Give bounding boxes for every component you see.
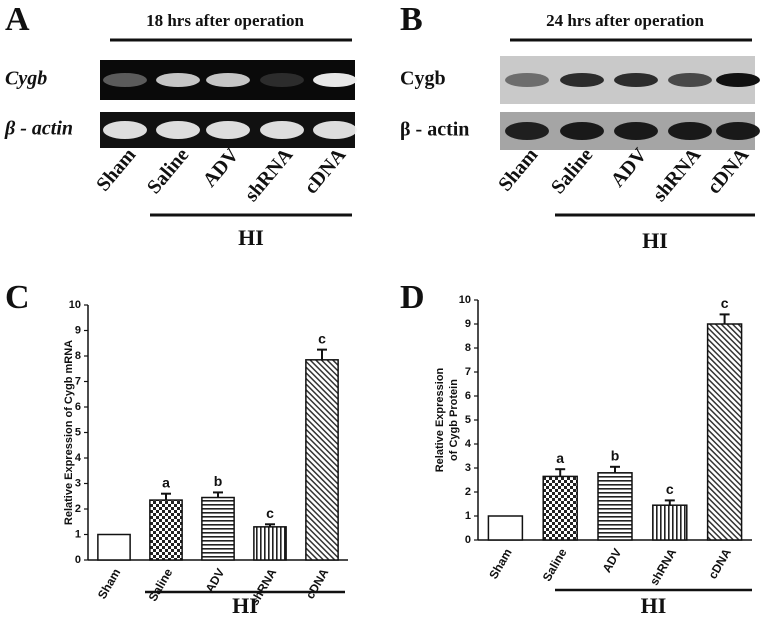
bar xyxy=(305,359,339,561)
significance-label: c xyxy=(721,295,729,311)
bar xyxy=(487,515,524,541)
x-tick-label: cDNA xyxy=(303,566,332,602)
significance-label: c xyxy=(318,330,326,346)
band xyxy=(156,73,200,87)
row-label: Cygb xyxy=(400,68,446,90)
panel-label: D xyxy=(400,279,425,316)
x-tick-label: Sham xyxy=(95,566,123,601)
band xyxy=(103,73,147,87)
y-tick-label: 9 xyxy=(465,318,471,330)
y-tick-label: 4 xyxy=(465,438,472,450)
lane-label: Sham xyxy=(494,144,543,196)
group-label: HI xyxy=(238,225,264,250)
y-tick-label: 0 xyxy=(465,534,471,546)
y-tick-label: 4 xyxy=(75,452,82,464)
x-tick-label: Sham xyxy=(486,546,514,581)
bar xyxy=(149,499,183,561)
y-tick-label: 7 xyxy=(465,366,471,378)
x-tick-label: Saline xyxy=(146,566,176,604)
group-label: HI xyxy=(232,593,258,618)
bar xyxy=(253,526,287,561)
lane-label: Sham xyxy=(92,144,141,196)
band xyxy=(716,73,760,87)
bar xyxy=(597,472,633,541)
y-tick-label: 2 xyxy=(75,503,81,515)
x-tick-label: ADV xyxy=(600,546,625,575)
panel-label: A xyxy=(5,1,30,38)
group-label: HI xyxy=(642,228,668,253)
y-tick-label: 8 xyxy=(75,350,81,362)
lane-label: ADV xyxy=(199,144,244,192)
band xyxy=(313,121,357,139)
y-axis-label: of Cygb Protein xyxy=(448,379,460,461)
y-tick-label: 10 xyxy=(69,299,81,311)
lane-label: cDNA xyxy=(300,144,351,199)
y-tick-label: 0 xyxy=(75,554,81,566)
lane-label: Saline xyxy=(143,144,194,198)
x-tick-label: ADV xyxy=(203,566,228,595)
lane-label: Saline xyxy=(547,144,598,198)
bar xyxy=(652,504,688,541)
significance-label: b xyxy=(214,473,223,489)
lane-label: cDNA xyxy=(703,144,754,199)
x-tick-label: cDNA xyxy=(705,546,734,582)
y-tick-label: 8 xyxy=(465,342,471,354)
significance-label: a xyxy=(162,474,170,490)
bar xyxy=(97,533,131,561)
y-tick-label: 6 xyxy=(465,390,471,402)
significance-label: c xyxy=(266,505,274,521)
y-tick-label: 5 xyxy=(465,414,471,426)
band xyxy=(560,73,604,87)
band xyxy=(313,73,357,87)
y-tick-label: 9 xyxy=(75,324,81,336)
band xyxy=(668,73,712,87)
significance-label: c xyxy=(666,481,674,497)
y-tick-label: 1 xyxy=(75,528,81,540)
x-tick-label: shRNA xyxy=(647,546,679,588)
bar xyxy=(201,496,235,561)
y-tick-label: 6 xyxy=(75,401,81,413)
y-axis-label: Relative Expression xyxy=(434,367,446,472)
band xyxy=(156,121,200,139)
band xyxy=(505,73,549,87)
panel-label: C xyxy=(5,279,30,316)
y-tick-label: 2 xyxy=(465,486,471,498)
band xyxy=(206,121,250,139)
y-tick-label: 10 xyxy=(459,294,471,306)
band xyxy=(668,122,712,140)
lane-label: shRNA xyxy=(648,144,705,206)
y-tick-label: 3 xyxy=(465,462,471,474)
band xyxy=(716,122,760,140)
x-tick-label: Saline xyxy=(540,546,570,584)
band xyxy=(614,73,658,87)
group-label: HI xyxy=(641,593,667,618)
band xyxy=(614,122,658,140)
band xyxy=(260,121,304,139)
y-tick-label: 1 xyxy=(465,510,471,522)
band xyxy=(103,121,147,139)
lane-label: shRNA xyxy=(240,144,297,206)
caption: 18 hrs after operation xyxy=(146,11,304,30)
row-label: β - actin xyxy=(4,118,73,140)
bar xyxy=(542,475,578,541)
row-label: β - actin xyxy=(400,119,469,141)
band xyxy=(260,73,304,87)
band xyxy=(560,122,604,140)
row-label: Cygb xyxy=(5,68,47,90)
y-tick-label: 3 xyxy=(75,477,81,489)
caption: 24 hrs after operation xyxy=(546,11,704,30)
band xyxy=(206,73,250,87)
significance-label: a xyxy=(556,450,564,466)
y-axis-label: Relative Expression of Cygb mRNA xyxy=(63,340,75,525)
significance-label: b xyxy=(611,448,620,464)
panel-label: B xyxy=(400,1,423,38)
y-tick-label: 5 xyxy=(75,426,81,438)
y-tick-label: 7 xyxy=(75,375,81,387)
lane-label: ADV xyxy=(607,144,652,192)
band xyxy=(505,122,549,140)
bar xyxy=(706,323,743,541)
